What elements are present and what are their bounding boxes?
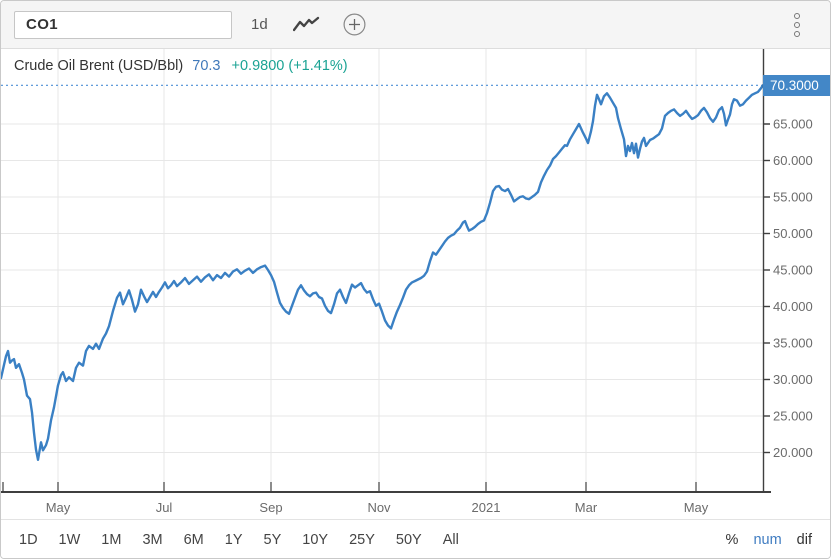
range-button-5y[interactable]: 5Y [263, 532, 282, 548]
last-price: 70.3 [192, 58, 221, 74]
price-line-series [1, 84, 765, 461]
x-tick-label: Nov [367, 500, 391, 515]
y-tick-label: 25.000 [773, 409, 813, 424]
range-button-6m[interactable]: 6M [183, 532, 204, 548]
kebab-menu-icon[interactable] [791, 10, 803, 40]
price-change: +0.9800 (+1.41%) [231, 58, 348, 74]
range-button-1d[interactable]: 1D [19, 532, 38, 548]
x-tick-label: Sep [259, 500, 282, 515]
x-tick-label: Mar [575, 500, 598, 515]
y-tick-label: 20.000 [773, 445, 813, 460]
y-tick-label: 60.000 [773, 153, 813, 168]
range-button-3m[interactable]: 3M [142, 532, 163, 548]
line-chart-type-icon[interactable] [292, 16, 320, 34]
price-chart-canvas[interactable]: 65.000 60.000 55.000 50.000 45.000 40.000 35.0… [1, 49, 830, 519]
interval-selector[interactable]: 1d [251, 16, 268, 33]
range-button-10y[interactable]: 10Y [302, 532, 329, 548]
range-button-all[interactable]: All [442, 532, 459, 548]
mode-buttons: % num dif [726, 532, 812, 548]
x-tick-label: May [684, 500, 709, 515]
x-tick-label: Jul [156, 500, 173, 515]
bottom-toolbar: 1D 1W 1M 3M 6M 1Y 5Y 10Y 25Y 50Y All % num dif [1, 519, 830, 558]
y-tick-label: 55.000 [773, 190, 813, 205]
range-button-50y[interactable]: 50Y [395, 532, 422, 548]
mode-button-num[interactable]: num [753, 532, 782, 548]
y-tick-label: 50.000 [773, 226, 813, 241]
chart-area: Crude Oil Brent (USD/Bbl) 70.3 +0.9800 (… [1, 49, 830, 519]
y-tick-label: 45.000 [773, 263, 813, 278]
range-button-25y[interactable]: 25Y [349, 532, 375, 548]
y-tick-label: 65.000 [773, 117, 813, 132]
current-price-axis-badge: 70.3000 [763, 75, 830, 96]
range-button-1w[interactable]: 1W [58, 532, 81, 548]
instrument-title: Crude Oil Brent (USD/Bbl) [14, 58, 184, 74]
y-tick-label: 35.000 [773, 336, 813, 351]
topbar: 1d [1, 1, 830, 49]
x-tick-label: May [46, 500, 71, 515]
chart-header: Crude Oil Brent (USD/Bbl) 70.3 +0.9800 (… [14, 58, 348, 74]
add-series-icon[interactable] [343, 13, 366, 36]
x-tick-label: 2021 [472, 500, 501, 515]
symbol-input[interactable] [14, 10, 232, 39]
range-buttons: 1D 1W 1M 3M 6M 1Y 5Y 10Y 25Y 50Y All [19, 532, 459, 548]
mode-button-dif[interactable]: dif [796, 532, 812, 548]
mode-button-percent[interactable]: % [725, 532, 739, 548]
range-button-1m[interactable]: 1M [101, 532, 122, 548]
y-tick-label: 40.000 [773, 299, 813, 314]
y-tick-label: 30.000 [773, 372, 813, 387]
range-button-1y[interactable]: 1Y [224, 532, 243, 548]
